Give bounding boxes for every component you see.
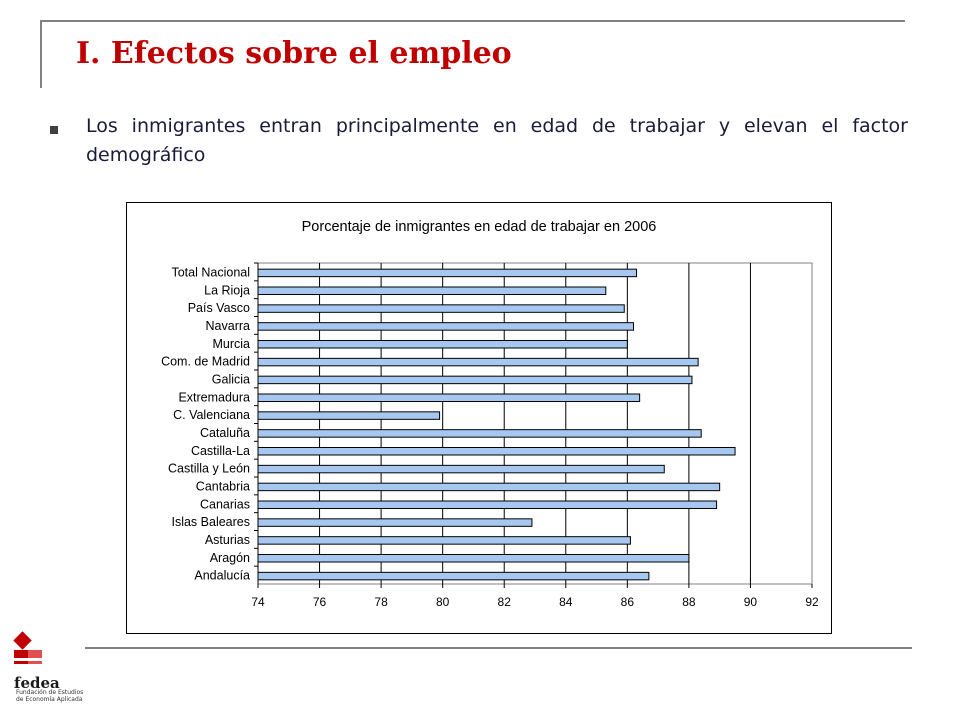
bar bbox=[257, 411, 441, 420]
bar bbox=[257, 304, 625, 313]
y-category-label: Andalucía bbox=[194, 569, 250, 583]
bar bbox=[257, 375, 693, 385]
y-category-label: C. Valenciana bbox=[173, 408, 250, 422]
y-category-label: Cataluña bbox=[200, 426, 250, 440]
x-tick-label: 82 bbox=[498, 595, 512, 609]
x-tick-label: 90 bbox=[744, 595, 758, 609]
y-category-label: Castilla y León bbox=[168, 462, 250, 476]
bar bbox=[257, 357, 699, 367]
bar bbox=[257, 482, 721, 492]
y-category-label: Islas Baleares bbox=[171, 515, 250, 529]
title-frame-left-rule bbox=[40, 20, 42, 88]
footer-rule bbox=[85, 647, 912, 649]
x-tick-label: 74 bbox=[251, 595, 265, 609]
chart-container: Porcentaje de inmigrantes en edad de tra… bbox=[126, 202, 832, 634]
bar-chart: Porcentaje de inmigrantes en edad de tra… bbox=[161, 219, 819, 609]
y-category-label: Cantabria bbox=[196, 479, 250, 493]
bar bbox=[257, 340, 628, 349]
bullet-text: Los inmigrantes entran principalmente en… bbox=[86, 115, 908, 166]
bar bbox=[257, 447, 736, 456]
bar bbox=[257, 571, 650, 581]
x-tick-label: 76 bbox=[313, 595, 327, 609]
y-category-label: Asturias bbox=[205, 533, 250, 547]
y-category-label: Com. de Madrid bbox=[161, 355, 250, 369]
y-category-label: País Vasco bbox=[188, 301, 250, 315]
bullet-square-icon bbox=[50, 126, 58, 134]
x-tick-label: 88 bbox=[682, 595, 696, 609]
bar bbox=[257, 518, 533, 527]
fedea-logo-icon bbox=[13, 631, 42, 664]
title-frame-top-rule bbox=[40, 20, 905, 22]
y-category-label: La Rioja bbox=[204, 283, 250, 297]
bar bbox=[257, 536, 631, 545]
y-category-label: Total Nacional bbox=[171, 265, 250, 279]
bar bbox=[257, 429, 702, 438]
bar bbox=[257, 286, 607, 295]
x-tick-label: 86 bbox=[621, 595, 635, 609]
logo-wordmark: fedea bbox=[14, 674, 60, 692]
bar bbox=[257, 268, 638, 278]
chart-title: Porcentaje de inmigrantes en edad de tra… bbox=[302, 219, 657, 235]
logo-subtitle: Fundación de Estudios de Economía Aplica… bbox=[16, 689, 84, 703]
y-category-label: Aragón bbox=[210, 551, 250, 565]
bar bbox=[257, 393, 641, 402]
x-tick-label: 92 bbox=[805, 595, 819, 609]
y-category-label: Castilla-La bbox=[191, 444, 250, 458]
y-category-label: Navarra bbox=[206, 319, 251, 333]
bar bbox=[257, 500, 718, 509]
y-category-label: Galicia bbox=[212, 372, 250, 386]
slide-title: I. Efectos sobre el empleo bbox=[76, 36, 512, 71]
y-category-label: Extremadura bbox=[178, 390, 250, 404]
x-tick-label: 78 bbox=[374, 595, 388, 609]
bar bbox=[257, 554, 690, 563]
x-tick-label: 84 bbox=[559, 595, 573, 609]
bar bbox=[257, 464, 665, 474]
x-tick-label: 80 bbox=[436, 595, 450, 609]
y-category-label: Murcia bbox=[212, 337, 250, 351]
y-category-label: Canarias bbox=[200, 497, 250, 511]
bar bbox=[257, 322, 634, 331]
